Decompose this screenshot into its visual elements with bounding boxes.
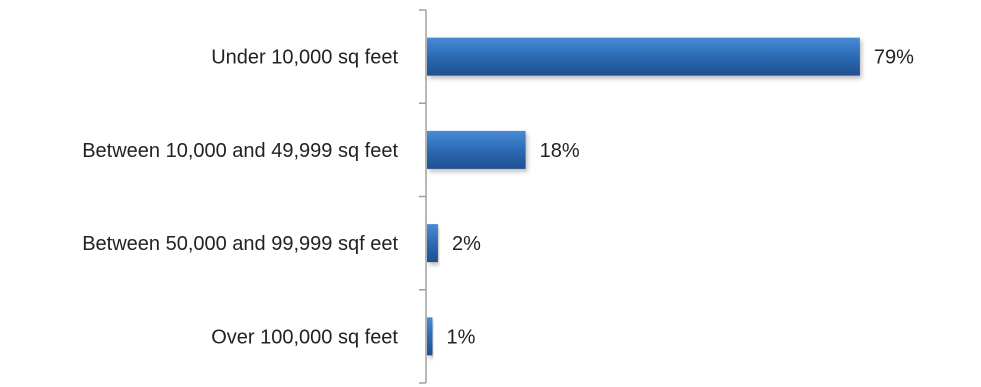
- data-label: 79%: [874, 47, 914, 69]
- labels: Under 10,000 sq feet 79% Between 10,000 an…: [82, 47, 914, 349]
- data-label: 18%: [540, 140, 580, 162]
- category-label: Between 50,000 and 99,999 sqf eet: [82, 233, 398, 255]
- bar-4: [427, 317, 433, 356]
- category-label: Between 10,000 and 49,999 sq feet: [82, 140, 398, 162]
- bar-3: [427, 224, 438, 263]
- bar-series: [427, 37, 860, 356]
- y-axis: [419, 9, 427, 384]
- data-label: 1%: [446, 326, 475, 348]
- bar-1: [427, 37, 860, 76]
- category-label: Over 100,000 sq feet: [211, 326, 398, 348]
- bar-2: [427, 130, 526, 169]
- data-label: 2%: [452, 233, 481, 255]
- category-label: Under 10,000 sq feet: [211, 47, 398, 69]
